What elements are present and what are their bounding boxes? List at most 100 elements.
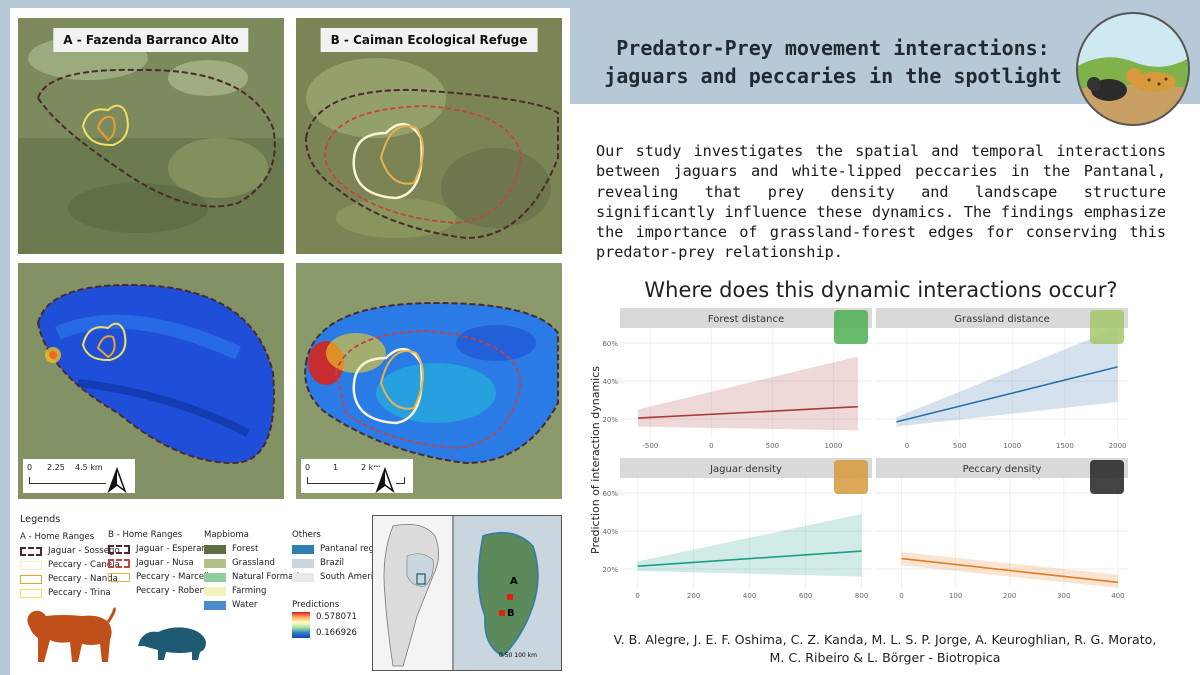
scale-bar-b: 0 1 2 km [301, 459, 413, 493]
facet-title: Peccary density [963, 464, 1042, 475]
plot-area [620, 478, 872, 588]
x-tick-label: 0 [899, 592, 903, 600]
scale-b-1: 1 [333, 463, 339, 472]
legend-label: Jaguar - Esperança [136, 544, 217, 554]
legend-item: Peccary - Canela [20, 558, 120, 572]
y-tick-label: 60% [602, 340, 618, 348]
x-tick-label: 600 [799, 592, 812, 600]
facet-strip [620, 308, 872, 328]
legend-item: Brazil [292, 556, 387, 570]
map-a-title: A - Fazenda Barranco Alto [53, 28, 249, 52]
inset-scale: 0 50 100 km [499, 652, 537, 659]
authors-line-1: V. B. Alegre, J. E. F. Oshima, C. Z. Kan… [613, 632, 1157, 647]
y-tick-label: 20% [602, 416, 618, 424]
legend-label: Jaguar - Nusa [136, 558, 194, 568]
legend-item: Jaguar - Nusa [108, 556, 217, 570]
legend-others: Others Pantanal region Brazil South Amer… [292, 528, 387, 584]
x-tick-label: 800 [855, 592, 868, 600]
y-tick-label: 60% [602, 490, 618, 498]
scale-a-0: 0 [27, 463, 33, 472]
legend-b-title: B - Home Ranges [108, 530, 183, 540]
legend-item: Natural Formation [204, 570, 310, 584]
legend-label: South America [320, 572, 384, 582]
map-b-landcover: B - Caiman Ecological Refuge [296, 18, 562, 254]
legend-label: Peccary - Roberta [136, 586, 212, 596]
legend-item: Pantanal region [292, 542, 387, 556]
confidence-ribbon [896, 328, 1118, 427]
prediction-charts: Prediction of interaction dynamics Forest… [588, 304, 1136, 616]
legend-item: Farming [204, 584, 310, 598]
legend-item: Peccary - Marcello [108, 570, 217, 584]
facet-title: Jaguar density [709, 464, 782, 475]
map-b-predictions: 0 1 2 km [296, 263, 562, 499]
x-tick-label: 300 [1057, 592, 1070, 600]
legend-heading: Legends [20, 514, 61, 525]
x-tick-label: 2000 [1109, 442, 1127, 450]
legend-predictions-title: Predictions [292, 600, 340, 610]
plot-area [620, 328, 872, 438]
abstract-text: Our study investigates the spatial and t… [596, 142, 1166, 262]
plot-area [876, 328, 1128, 438]
legend-item: South America [292, 570, 387, 584]
grassland-icon [1090, 310, 1124, 344]
x-tick-label: 1500 [1056, 442, 1074, 450]
x-tick-label: -500 [642, 442, 658, 450]
title-line-2: jaguars and peccaries in the spotlight [604, 64, 1062, 88]
authors-line-2: M. C. Ribeiro & L. Börger - Biotropica [769, 650, 1001, 665]
series-line [896, 366, 1118, 423]
facet-title: Grassland distance [954, 314, 1050, 325]
legend-label: Water [232, 600, 258, 610]
facet-title: Forest distance [708, 314, 784, 325]
map-a-predictions: 0 2.25 4.5 km [18, 263, 284, 499]
scale-b-2: 2 km [361, 463, 382, 472]
legend-item: Jaguar - Sossego [20, 544, 120, 558]
legend-label: Brazil [320, 558, 344, 568]
legend-label: Peccary - Canela [48, 560, 120, 570]
legend-label: Farming [232, 586, 267, 596]
legend-item: Jaguar - Esperança [108, 542, 217, 556]
scale-a-1: 2.25 [47, 463, 65, 472]
peccary-icon [1090, 460, 1124, 494]
x-tick-label: 0 [635, 592, 639, 600]
y-tick-label: 20% [602, 566, 618, 574]
series-line [637, 550, 862, 567]
legend-item: Peccary - Nanda [20, 572, 120, 586]
y-axis-label: Prediction of interaction dynamics [589, 366, 602, 554]
series-line [638, 405, 858, 419]
legend-item: Water [204, 598, 310, 612]
legend-item: Peccary - Trina [20, 586, 120, 600]
legend-home-ranges-b: B - Home Ranges Jaguar - Esperança Jagua… [108, 528, 217, 598]
jaguar-peccary-illustration [1074, 10, 1192, 128]
legend-predictions: Predictions 0.578071 0.166926 [292, 598, 357, 638]
x-tick-label: 1000 [824, 442, 842, 450]
legend-label: Peccary - Trina [48, 588, 111, 598]
legend-label: Pantanal region [320, 544, 388, 554]
prediction-max: 0.578071 [316, 612, 358, 622]
legend-mapbioma: Mapbioma Forest Grassland Natural Format… [204, 528, 310, 612]
section-question: Where does this dynamic interactions occ… [644, 278, 1118, 302]
peccary-silhouette-icon [136, 622, 208, 662]
legend-home-ranges-a: Legends A - Home Ranges Jaguar - Sossego… [20, 514, 120, 600]
title-line-1: Predator-Prey movement interactions: [616, 36, 1050, 60]
facet-strip [876, 458, 1128, 478]
legend-mapbioma-title: Mapbioma [204, 530, 249, 540]
series-line [901, 557, 1118, 584]
x-tick-label: 500 [766, 442, 779, 450]
x-tick-label: 200 [687, 592, 700, 600]
legend-label: Natural Formation [232, 572, 310, 582]
prediction-color-ramp [292, 612, 310, 638]
x-tick-label: 0 [905, 442, 909, 450]
confidence-ribbon [637, 514, 862, 577]
jaguar-icon [834, 460, 868, 494]
x-tick-label: 400 [1111, 592, 1124, 600]
legend-item: Grassland [204, 556, 310, 570]
jaguar-silhouette-icon [22, 606, 116, 666]
confidence-ribbon [638, 356, 858, 431]
y-tick-label: 40% [602, 528, 618, 536]
north-arrow-icon [374, 467, 396, 493]
legend-item: Peccary - Roberta [108, 584, 217, 598]
scale-a-2: 4.5 km [75, 463, 103, 472]
x-tick-label: 500 [953, 442, 966, 450]
scale-b-0: 0 [305, 463, 311, 472]
x-tick-label: 100 [949, 592, 962, 600]
